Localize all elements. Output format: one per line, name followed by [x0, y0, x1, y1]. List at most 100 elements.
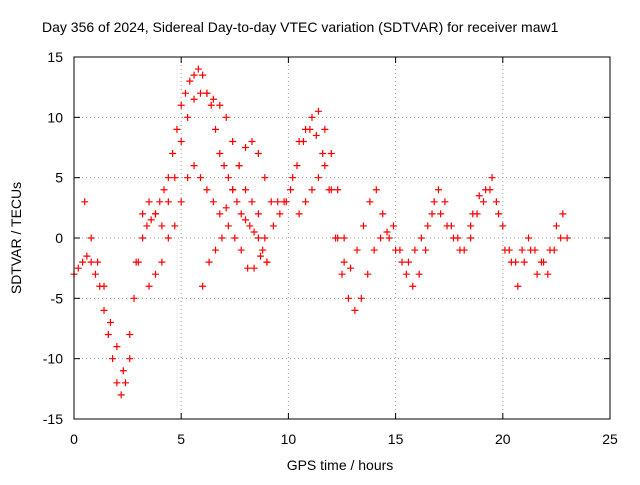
data-point-track-a — [173, 125, 181, 133]
data-point-track-b — [190, 95, 198, 103]
data-point-track-a — [139, 234, 147, 242]
data-point-track-d — [263, 258, 271, 266]
y-tick-label: 0 — [55, 230, 63, 246]
data-point-track-a — [147, 216, 155, 224]
data-point-track-e — [351, 306, 359, 314]
data-point-track-d — [340, 234, 348, 242]
data-point-track-f — [347, 264, 355, 272]
data-point-track-b — [216, 101, 224, 109]
data-point-track-e — [467, 234, 475, 242]
chart-title: Day 356 of 2024, Sidereal Day-to-day VTE… — [42, 19, 559, 35]
data-point-track-d — [199, 282, 207, 290]
data-point-track-f — [437, 210, 445, 218]
data-point-track-a — [100, 306, 108, 314]
data-point-track-a — [121, 379, 129, 387]
data-point-track-h — [475, 192, 483, 200]
data-point-track-f — [321, 162, 329, 170]
data-point-track-h — [533, 270, 541, 278]
data-point-track-b — [94, 258, 102, 266]
data-point-track-e — [293, 162, 301, 170]
data-point-track-c — [261, 174, 269, 182]
data-point-track-f — [308, 186, 316, 194]
data-point-track-d — [334, 186, 342, 194]
y-tick-label: -10 — [43, 351, 63, 367]
data-point-track-a — [109, 355, 117, 363]
data-point-track-b — [254, 210, 262, 218]
data-point-track-b — [100, 282, 108, 290]
data-point-track-g — [480, 198, 488, 206]
data-point-track-e — [402, 270, 410, 278]
data-point-track-b — [171, 174, 179, 182]
data-point-track-d — [212, 246, 220, 254]
data-point-track-b — [113, 343, 121, 351]
data-point-track-a — [190, 71, 198, 79]
data-point-track-e — [280, 198, 288, 206]
data-point-track-h — [488, 174, 496, 182]
data-point-track-f — [314, 174, 322, 182]
data-point-track-g — [492, 198, 500, 206]
data-point-track-a — [216, 150, 224, 158]
data-point-track-f — [366, 198, 374, 206]
data-point-track-a — [259, 246, 267, 254]
data-point-track-d — [237, 246, 245, 254]
data-point-track-c — [158, 258, 166, 266]
data-point-track-g — [499, 222, 507, 230]
data-point-track-c — [254, 150, 262, 158]
data-point-track-c — [216, 210, 224, 218]
data-point-track-a — [79, 258, 87, 266]
data-point-track-f — [411, 246, 419, 254]
y-tick-label: -5 — [51, 290, 64, 306]
data-point-track-h — [540, 258, 548, 266]
data-point-track-b — [196, 89, 204, 97]
data-point-track-a — [181, 89, 189, 97]
data-point-track-a — [164, 174, 172, 182]
data-point-track-e — [434, 186, 442, 194]
y-tick-label: 5 — [55, 170, 63, 186]
data-point-track-g — [525, 234, 533, 242]
data-point-track-c — [190, 162, 198, 170]
data-point-track-f — [392, 246, 400, 254]
data-point-track-b — [119, 367, 127, 375]
data-point-track-e — [383, 228, 391, 236]
data-point-track-f — [417, 234, 425, 242]
y-tick-label: -15 — [43, 411, 63, 427]
data-points — [70, 65, 571, 399]
data-point-track-a — [160, 186, 168, 194]
data-point-track-e — [389, 222, 397, 230]
data-point-track-a — [186, 77, 194, 85]
data-point-track-g — [518, 246, 526, 254]
x-tick-label: 0 — [70, 431, 78, 447]
data-point-track-f — [340, 258, 348, 266]
data-point-track-h — [469, 210, 477, 218]
data-point-track-b — [184, 113, 192, 121]
data-point-track-b — [222, 113, 230, 121]
data-point-track-b — [126, 331, 134, 339]
data-point-track-f — [359, 222, 367, 230]
data-point-track-e — [370, 246, 378, 254]
data-point-track-b — [242, 186, 250, 194]
data-point-track-c — [203, 186, 211, 194]
data-point-track-b — [139, 210, 147, 218]
data-point-track-a — [242, 216, 250, 224]
y-tick-label: 15 — [47, 49, 63, 65]
data-point-track-h — [527, 246, 535, 254]
data-point-track-a — [237, 210, 245, 218]
data-point-track-b — [248, 198, 256, 206]
data-point-track-c — [248, 137, 256, 145]
data-point-track-a — [254, 234, 262, 242]
data-point-track-a — [246, 222, 254, 230]
data-point-track-h — [482, 186, 490, 194]
data-point-track-h — [546, 246, 554, 254]
data-point-track-c — [242, 144, 250, 151]
data-point-track-b — [203, 89, 211, 97]
data-point-track-c — [151, 270, 159, 278]
data-point-track-a — [74, 264, 82, 272]
data-point-track-e — [422, 246, 430, 254]
data-point-track-h — [559, 210, 567, 218]
x-axis-label: GPS time / hours — [287, 457, 394, 473]
data-point-track-f — [334, 234, 342, 242]
data-point-track-d — [321, 125, 329, 133]
data-point-track-a — [194, 65, 202, 73]
data-point-track-a — [224, 174, 232, 182]
